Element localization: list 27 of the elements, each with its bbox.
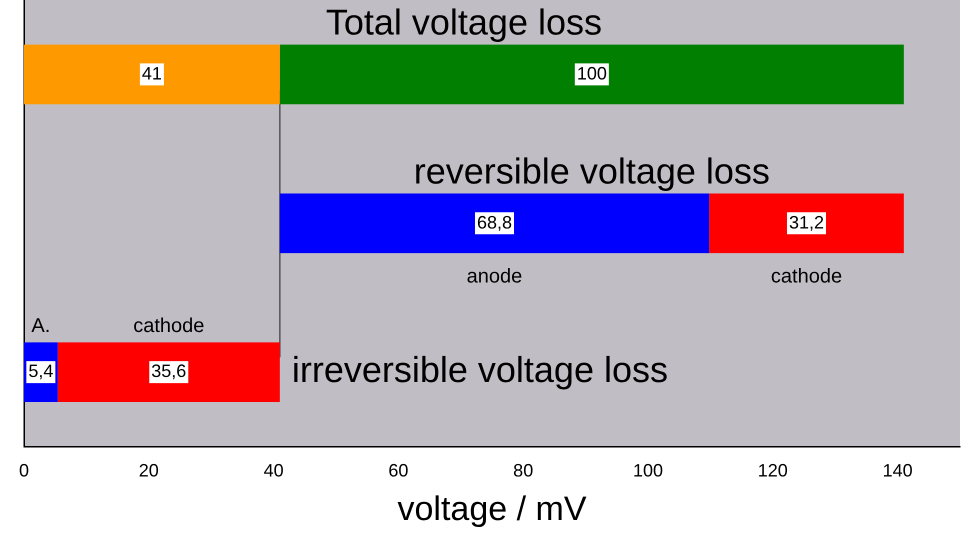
data-label: 31,2 bbox=[788, 212, 824, 232]
x-tick-label: 100 bbox=[632, 460, 664, 480]
bar bbox=[24, 44, 280, 104]
x-tick-label: 120 bbox=[758, 460, 788, 480]
x-axis-title: voltage / mV bbox=[398, 490, 587, 528]
y-tick-label: irreversible voltage loss bbox=[292, 349, 668, 390]
x-tick-label: 40 bbox=[264, 460, 284, 480]
x-tick-label: 0 bbox=[18, 460, 30, 480]
x-tick-label: 80 bbox=[513, 460, 534, 480]
annotation: anode bbox=[466, 266, 522, 288]
bar bbox=[58, 342, 280, 402]
annotation: cathode bbox=[133, 314, 204, 337]
y-tick-label: Total voltage loss bbox=[326, 2, 602, 43]
data-label: 35,6 bbox=[151, 361, 186, 382]
bar bbox=[280, 194, 710, 254]
data-label: 100 bbox=[576, 63, 607, 84]
x-tick-label: 20 bbox=[138, 460, 159, 480]
x-tick-label: 140 bbox=[882, 460, 913, 480]
data-label: 41 bbox=[142, 63, 162, 84]
annotation: cathode bbox=[770, 266, 842, 288]
y-tick-label: reversible voltage loss bbox=[414, 150, 770, 192]
data-label: 68,8 bbox=[476, 212, 512, 232]
bar bbox=[280, 44, 904, 104]
x-tick-label: 60 bbox=[388, 460, 408, 480]
bar bbox=[709, 194, 904, 254]
data-label: 5,4 bbox=[28, 361, 54, 382]
annotation: A. bbox=[31, 314, 50, 337]
